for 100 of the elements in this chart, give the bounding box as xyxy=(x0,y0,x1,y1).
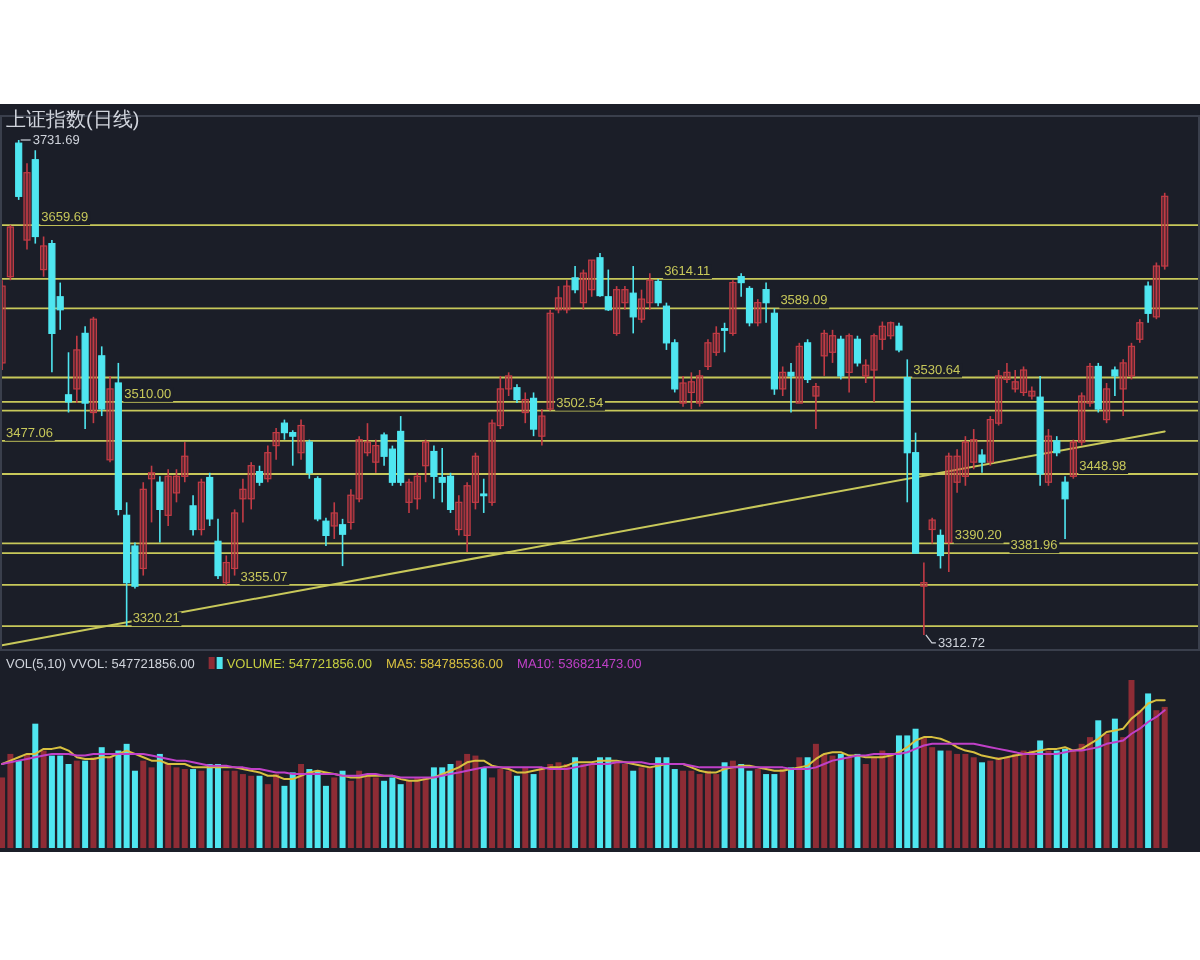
candlestick xyxy=(654,278,662,308)
bar xyxy=(621,764,628,848)
candlestick xyxy=(338,518,347,567)
bar xyxy=(904,735,911,848)
bar xyxy=(837,753,844,848)
candlestick xyxy=(272,427,280,461)
bar xyxy=(73,760,80,848)
bar xyxy=(397,784,404,848)
candlestick xyxy=(206,471,214,527)
candlestick xyxy=(961,435,969,487)
bar xyxy=(829,755,836,848)
candlestick xyxy=(1119,358,1127,417)
bar xyxy=(356,770,363,848)
candlestick xyxy=(870,332,878,403)
candlestick xyxy=(156,475,164,544)
bar xyxy=(962,753,969,848)
candlestick xyxy=(430,444,438,500)
candlestick xyxy=(596,252,604,298)
candlestick xyxy=(679,375,687,408)
bar xyxy=(630,770,637,848)
bar xyxy=(1003,757,1010,848)
bar xyxy=(547,764,554,848)
candlestick xyxy=(413,471,421,511)
bar xyxy=(339,770,346,848)
bar xyxy=(505,770,512,848)
bar xyxy=(538,767,545,848)
candlestick xyxy=(729,279,737,337)
candlestick xyxy=(1028,385,1036,401)
candlestick xyxy=(23,162,31,251)
candlestick xyxy=(629,265,637,335)
bar xyxy=(605,757,612,848)
candlestick xyxy=(837,334,845,381)
bar xyxy=(680,770,687,848)
bar xyxy=(763,774,770,848)
bar xyxy=(1020,750,1027,848)
bar xyxy=(1095,720,1102,848)
candlestick xyxy=(995,369,1003,427)
bar xyxy=(422,777,429,848)
candlestick xyxy=(613,285,621,337)
bar xyxy=(688,770,695,848)
bar xyxy=(1053,750,1060,848)
candlestick xyxy=(712,325,720,357)
bar xyxy=(812,743,819,848)
bar xyxy=(82,760,89,848)
candlestick xyxy=(438,447,446,504)
bar xyxy=(987,760,994,848)
bar xyxy=(40,750,47,848)
bar xyxy=(588,764,595,848)
bar xyxy=(140,760,147,848)
bar xyxy=(738,764,745,848)
bar xyxy=(862,764,869,848)
bar xyxy=(90,757,97,848)
bar xyxy=(414,777,421,848)
candlestick xyxy=(164,468,172,527)
bar xyxy=(497,769,504,848)
chart-title: 上证指数(日线) xyxy=(6,108,140,132)
candlestick xyxy=(529,391,538,437)
candlestick xyxy=(255,464,264,487)
candlestick xyxy=(264,444,272,484)
bar xyxy=(173,767,180,848)
candlestick xyxy=(471,451,480,511)
bar xyxy=(1012,753,1019,848)
bar xyxy=(638,767,645,848)
candlestick xyxy=(106,375,114,463)
candlestick xyxy=(804,338,812,384)
candlestick xyxy=(247,461,255,511)
candlestick xyxy=(1011,369,1019,394)
bar xyxy=(713,774,720,848)
bar xyxy=(1153,710,1160,848)
bar xyxy=(1086,737,1093,848)
candlestick xyxy=(239,477,247,524)
bar xyxy=(1128,680,1135,848)
candlestick xyxy=(222,554,230,586)
bar xyxy=(57,755,64,848)
bar xyxy=(181,769,188,848)
bar xyxy=(663,757,670,848)
candlestick xyxy=(1144,280,1152,324)
candlestick xyxy=(480,477,488,514)
candlestick xyxy=(579,268,587,311)
candlestick xyxy=(488,418,496,507)
bar xyxy=(331,777,338,848)
candlestick xyxy=(1086,362,1094,408)
candlestick xyxy=(305,438,313,480)
candlestick xyxy=(812,382,820,430)
candlestick xyxy=(936,528,945,570)
bar xyxy=(455,760,462,848)
bar xyxy=(580,764,587,848)
candlestick xyxy=(189,494,197,537)
bar xyxy=(156,753,163,848)
bar xyxy=(887,753,894,848)
candlestick xyxy=(297,418,305,461)
candlestick xyxy=(696,369,704,408)
candlestick xyxy=(588,259,596,298)
candlestick xyxy=(704,338,712,371)
bar xyxy=(223,770,230,848)
bar xyxy=(1103,733,1110,848)
candlestick xyxy=(197,477,205,537)
candlestick xyxy=(6,224,14,282)
bar xyxy=(439,767,446,848)
candlestick xyxy=(214,518,222,580)
